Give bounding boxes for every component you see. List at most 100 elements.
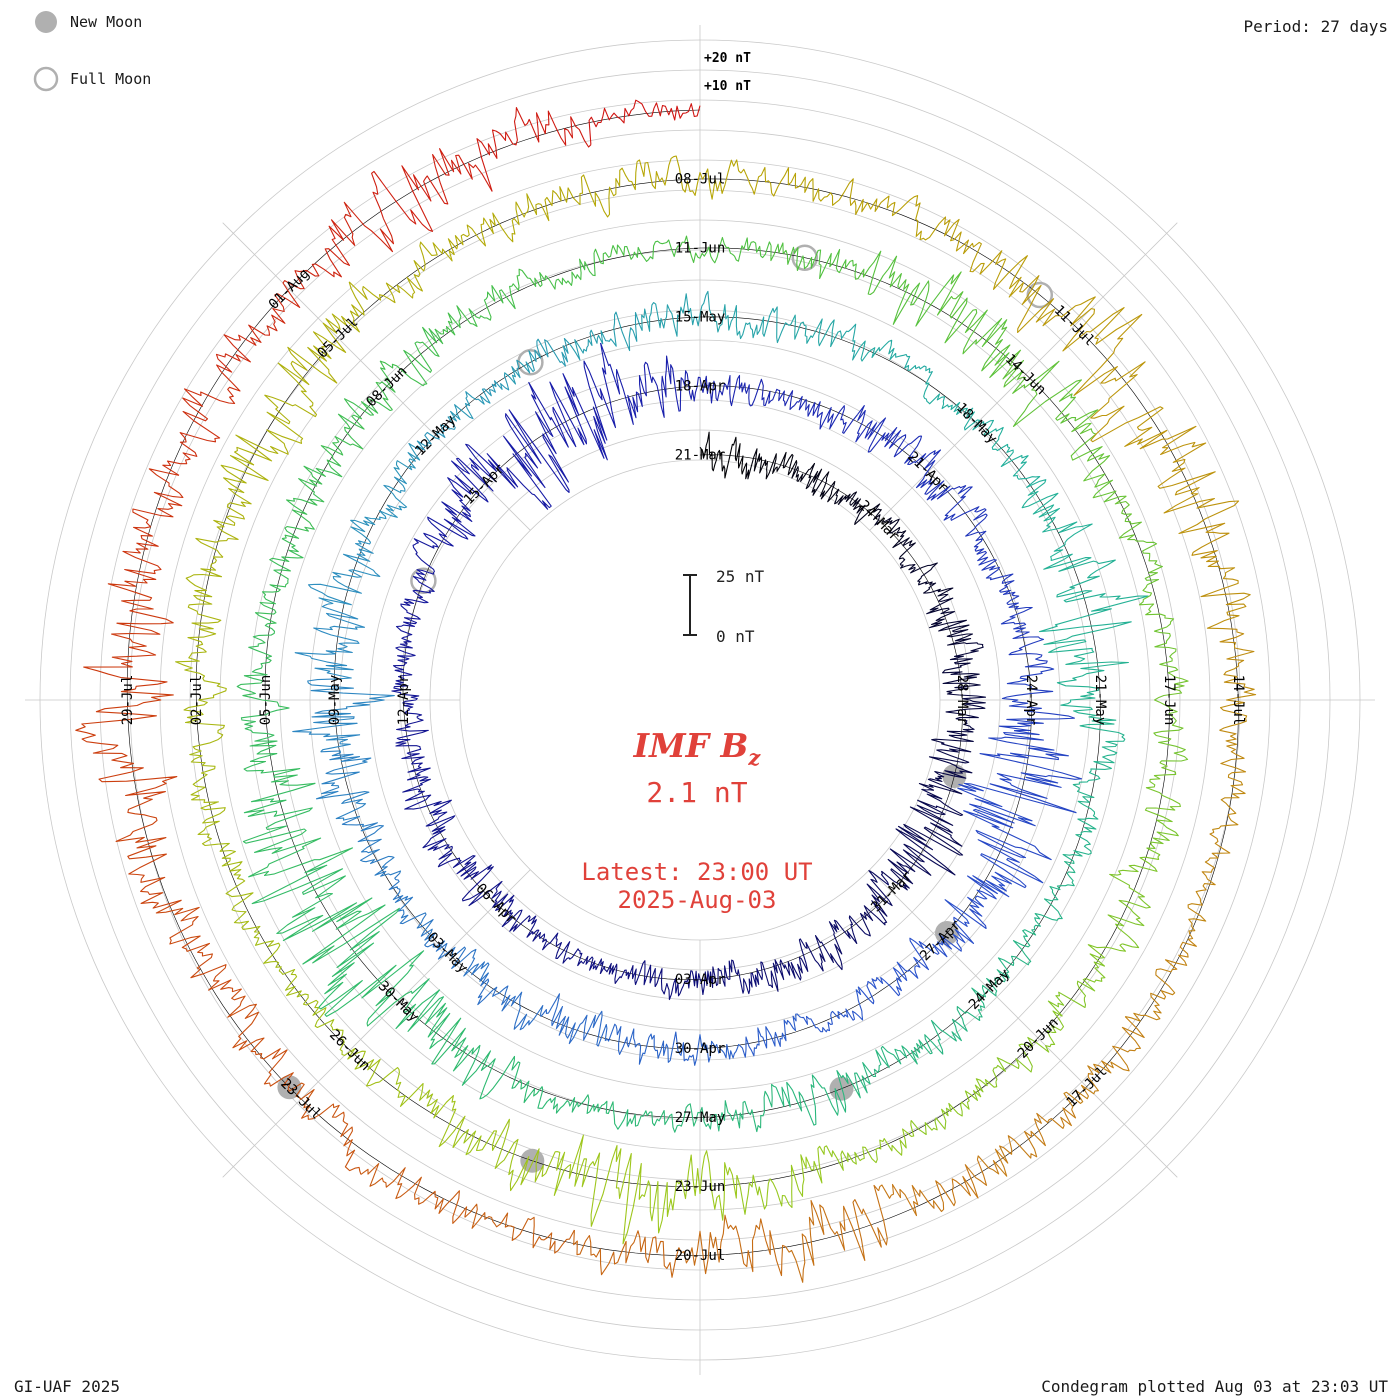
bz-trace-segment bbox=[251, 858, 386, 965]
bz-trace-segment bbox=[936, 271, 1011, 379]
bz-trace-segment bbox=[350, 476, 408, 543]
bz-trace-segment bbox=[770, 242, 857, 280]
period-label: Period: 27 days bbox=[1244, 17, 1389, 36]
bz-trace-segment bbox=[75, 688, 178, 799]
bz-trace-segment bbox=[881, 825, 956, 891]
bz-trace-segment bbox=[348, 241, 455, 304]
bz-trace-segment bbox=[942, 642, 984, 696]
bz-trace-segment bbox=[447, 375, 510, 430]
bz-trace-segment bbox=[461, 1044, 543, 1104]
latest-time-line2: 2025-Aug-03 bbox=[618, 886, 777, 914]
bz-trace-segment bbox=[1138, 584, 1179, 674]
bz-trace-segment bbox=[775, 1070, 861, 1126]
date-label: 17-Jun bbox=[1161, 675, 1177, 726]
bz-trace-segment bbox=[422, 817, 477, 877]
bz-trace-segment bbox=[1107, 856, 1160, 949]
bz-trace-segment bbox=[682, 235, 772, 264]
bz-trace-segment bbox=[699, 1083, 777, 1133]
bz-trace-segment bbox=[938, 216, 1028, 298]
bz-trace-segment bbox=[242, 782, 354, 878]
center-readout: IMF Bz 2.1 nT Latest: 23:00 UT 2025-Aug-… bbox=[581, 726, 812, 914]
full-moon-marker bbox=[410, 567, 437, 594]
bz-trace-segment bbox=[854, 250, 955, 327]
bz-trace-segment bbox=[791, 462, 840, 503]
bz-trace-segment bbox=[424, 932, 490, 982]
bz-trace-segment bbox=[393, 424, 455, 479]
bz-trace-segment bbox=[570, 311, 643, 361]
bz-trace-segment bbox=[476, 107, 592, 192]
date-label: 20-Jul bbox=[675, 1248, 726, 1264]
bz-trace-segment bbox=[423, 482, 476, 548]
bz-trace-segment bbox=[1139, 425, 1240, 535]
bz-trace-segment bbox=[1191, 522, 1251, 630]
bz-trace-segment bbox=[740, 166, 840, 206]
bz-trace-segment bbox=[1033, 860, 1076, 930]
bz-trace-segment bbox=[636, 155, 742, 200]
bz-trace-segment bbox=[737, 374, 795, 411]
bz-trace-segment bbox=[860, 870, 893, 937]
bz-trace-segment bbox=[1070, 409, 1127, 503]
bz-trace-segment bbox=[447, 443, 551, 510]
bz-trace-segment bbox=[391, 659, 423, 718]
bz-trace-segment bbox=[281, 465, 343, 540]
bz-trace-segment bbox=[1062, 782, 1099, 862]
bz-trace-segment bbox=[992, 1010, 1065, 1082]
bz-trace-segment bbox=[540, 161, 638, 222]
outer-scale-plus20-label: +20 nT bbox=[704, 51, 751, 66]
bz-trace-segment bbox=[1017, 275, 1143, 352]
bz-trace-segment bbox=[857, 956, 922, 1005]
bz-trace-segment bbox=[854, 1039, 933, 1094]
bz-trace-segment bbox=[549, 342, 617, 461]
date-label: 30-Apr bbox=[675, 1041, 726, 1057]
bz-trace-segment bbox=[122, 468, 184, 580]
full-moon-marker bbox=[791, 244, 819, 271]
date-label: 08-Jul bbox=[675, 172, 726, 188]
date-label: 29-Jul bbox=[120, 675, 136, 726]
bz-trace-segment bbox=[788, 314, 862, 361]
date-label: 21-May bbox=[1092, 675, 1108, 726]
date-label: 21-Mar bbox=[675, 448, 726, 464]
date-label: 09-May bbox=[327, 675, 343, 726]
bz-trace-segment bbox=[1002, 349, 1083, 427]
moon-legend: New Moon Full Moon bbox=[33, 11, 151, 92]
bz-trace-segment bbox=[899, 559, 954, 597]
date-label: 14-Jul bbox=[1230, 675, 1246, 726]
bz-trace-segment bbox=[699, 431, 748, 479]
bz-trace-segment bbox=[218, 842, 261, 933]
date-label: 05-Jun bbox=[258, 675, 274, 726]
bz-trace-segment bbox=[740, 1013, 802, 1058]
bz-trace-segment bbox=[1073, 707, 1126, 783]
bz-trace-segment bbox=[115, 797, 182, 909]
footer-label: Condegram plotted Aug 03 at 23:03 UT bbox=[1041, 1377, 1388, 1396]
bz-trace-segment bbox=[1114, 495, 1163, 586]
bz-trace-segment bbox=[874, 517, 916, 560]
bz-trace-segment bbox=[599, 960, 656, 987]
bz-trace-segment bbox=[641, 290, 716, 337]
bz-trace-segment bbox=[341, 815, 402, 877]
bz-trace-segment bbox=[785, 1184, 888, 1283]
bz-trace-segment bbox=[793, 395, 858, 434]
bz-trace-segment bbox=[294, 603, 366, 680]
bz-trace-segment bbox=[318, 907, 425, 1027]
bz-trace-segment bbox=[320, 397, 393, 468]
bz-trace-segment bbox=[395, 716, 431, 773]
bz-trace-segment bbox=[675, 370, 739, 412]
bz-trace-segment bbox=[615, 1103, 701, 1133]
bz-trace-segment bbox=[312, 1007, 381, 1087]
bz-trace-segment bbox=[360, 1163, 468, 1224]
bz-trace-segment bbox=[477, 972, 544, 1031]
date-label: 12-Apr bbox=[396, 675, 412, 726]
bz-trace-segment bbox=[641, 1150, 738, 1234]
bz-trace-segment bbox=[388, 873, 434, 941]
bz-trace bbox=[75, 99, 1257, 1283]
bz-trace-segment bbox=[1047, 943, 1127, 1017]
bz-trace-segment bbox=[227, 988, 294, 1089]
bz-trace-segment bbox=[371, 148, 493, 232]
bz-trace-segment bbox=[379, 1067, 466, 1148]
bz-trace-segment bbox=[537, 1086, 617, 1127]
bz-trace-segment bbox=[395, 978, 469, 1072]
bz-trace-segment bbox=[1021, 482, 1093, 562]
full-moon-marker bbox=[517, 349, 544, 376]
bz-trace-segment bbox=[834, 488, 882, 525]
bz-trace-segment bbox=[452, 1118, 556, 1192]
